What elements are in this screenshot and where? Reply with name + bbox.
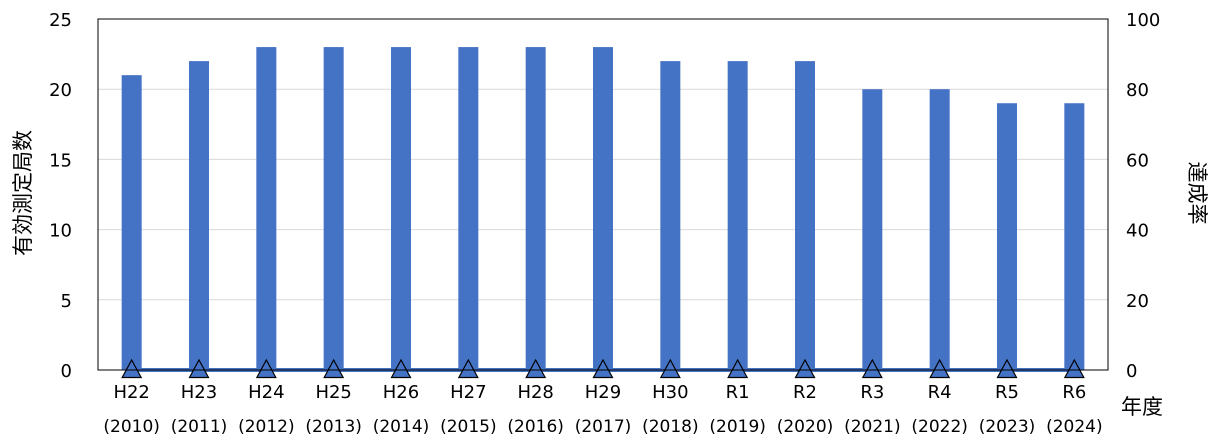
x-tick-label: H27	[450, 382, 486, 403]
x-axis-label: 年度	[1121, 395, 1163, 419]
x-tick-year-label: (2014)	[373, 417, 430, 437]
x-tick-label: H29	[585, 382, 621, 403]
x-tick-label: R6	[1062, 382, 1086, 403]
bar	[593, 47, 613, 371]
x-tick-label: R3	[860, 382, 884, 403]
bar	[660, 61, 681, 371]
x-tick-year-label: (2017)	[575, 417, 632, 437]
bar	[795, 61, 815, 371]
x-tick-year-label: (2021)	[844, 417, 901, 437]
x-tick-label: H22	[113, 382, 149, 403]
bar	[862, 89, 883, 370]
x-tick-year-label: (2016)	[507, 417, 564, 437]
y-left-tick-label: 0	[61, 361, 72, 382]
line-point-triangle	[390, 358, 412, 379]
x-tick-year-label: (2024)	[1046, 417, 1103, 437]
y-axis-right-label: 達成率	[1185, 162, 1209, 225]
x-tick-label: R1	[726, 382, 750, 403]
x-tick-year-label: (2010)	[103, 417, 160, 437]
line-point-triangle	[255, 358, 277, 379]
bar	[121, 75, 142, 370]
x-tick-year-label: (2019)	[709, 417, 766, 437]
bar	[929, 89, 950, 370]
line-point-triangle	[323, 358, 345, 379]
y-right-tick-label: 80	[1126, 80, 1149, 101]
x-tick-year-label: (2011)	[171, 417, 228, 437]
line-point-triangle	[1063, 358, 1085, 379]
x-tick-year-label: (2012)	[238, 417, 295, 437]
y-right-tick-label: 60	[1126, 150, 1149, 171]
x-tick-year-label: (2015)	[440, 417, 497, 437]
line-point-triangle	[794, 358, 816, 379]
line-point-triangle	[188, 358, 210, 379]
bar	[323, 47, 344, 371]
x-tick-label: R5	[995, 382, 1019, 403]
x-tick-label: R4	[928, 382, 952, 403]
x-tick-label: H26	[383, 382, 419, 403]
line-point-triangle	[727, 358, 749, 379]
x-tick-year-label: (2023)	[979, 417, 1036, 437]
y-right-tick-label: 0	[1126, 361, 1137, 382]
x-tick-label: H28	[517, 382, 553, 403]
bar	[391, 47, 411, 371]
y-left-tick-label: 10	[49, 221, 72, 242]
plot-border	[97, 18, 1109, 371]
bar	[458, 47, 479, 371]
line-point-triangle	[592, 358, 614, 379]
x-tick-label: H25	[315, 382, 351, 403]
y-axis-left-label: 有効測定局数	[11, 130, 35, 256]
line-point-triangle	[121, 358, 143, 379]
y-right-tick-label: 20	[1126, 291, 1149, 312]
y-right-tick-label: 40	[1126, 221, 1149, 242]
bar-series	[121, 47, 1085, 371]
bar	[1064, 103, 1085, 371]
y-right-tick-label: 100	[1126, 10, 1160, 31]
bar	[997, 103, 1017, 371]
line-point-triangle	[525, 358, 547, 379]
line-point-triangle	[861, 358, 883, 379]
x-tick-label: H23	[181, 382, 217, 403]
bar	[525, 47, 546, 371]
x-tick-year-label: (2013)	[305, 417, 362, 437]
y-left-tick-label: 20	[49, 80, 72, 101]
line-point-triangle	[659, 358, 681, 379]
line-series	[121, 358, 1085, 379]
axes	[97, 18, 1109, 371]
x-tick-year-label: (2020)	[777, 417, 834, 437]
x-tick-label: H30	[652, 382, 688, 403]
line-point-triangle	[457, 358, 479, 379]
line-point-triangle	[996, 358, 1018, 379]
x-tick-label: R2	[793, 382, 817, 403]
y-left-tick-label: 5	[61, 291, 72, 312]
x-tick-year-label: (2018)	[642, 417, 699, 437]
line-point-triangle	[929, 358, 951, 379]
bar	[727, 61, 748, 371]
y-left-tick-label: 15	[49, 150, 72, 171]
x-tick-year-label: (2022)	[911, 417, 968, 437]
tick-labels: 0 5 10 15 20 25 0 20 40 60 80 100 H22 (2010) H23 (2011)…	[49, 10, 1160, 437]
bar	[256, 47, 277, 371]
bar	[189, 61, 209, 371]
y-left-tick-label: 25	[49, 10, 72, 31]
x-tick-label: H24	[248, 382, 284, 403]
